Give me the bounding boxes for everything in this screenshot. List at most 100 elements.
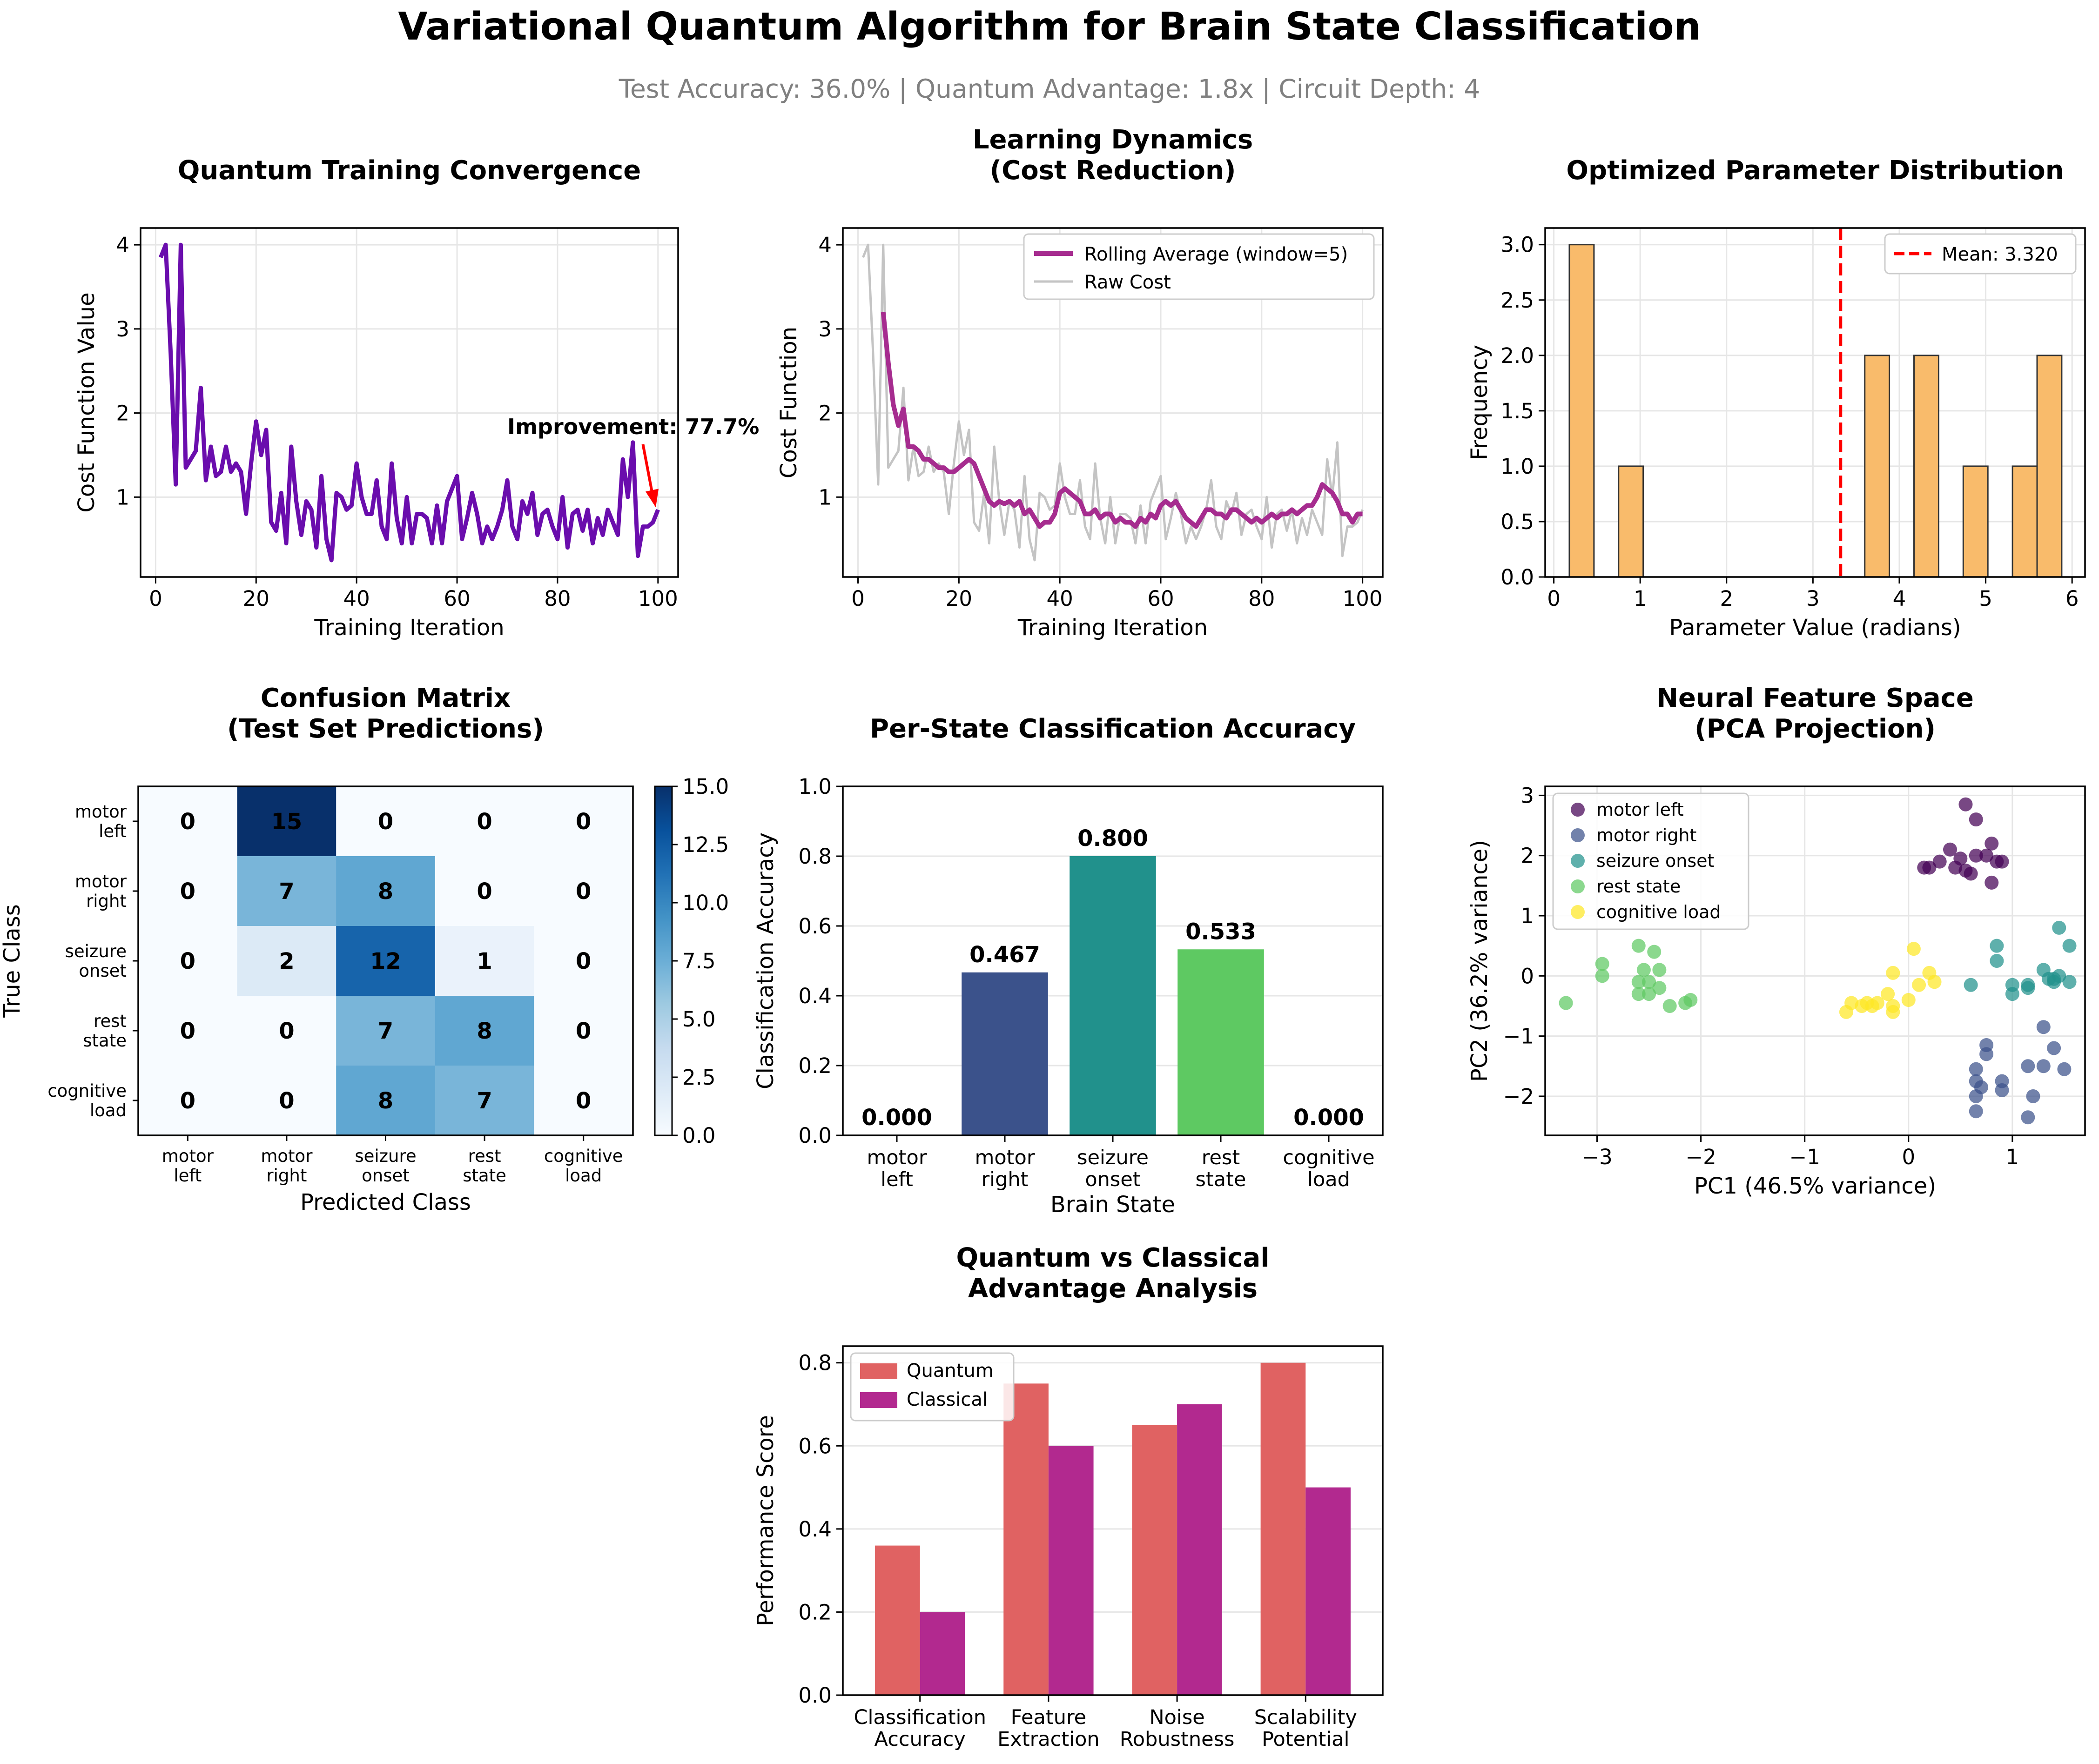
panel-accuracy: 0.0 0.2 0.4 0.6 0.8 1.0 0.000 motor left 0.467 mot… xyxy=(753,714,1384,1218)
x-axis-label: Predicted Class xyxy=(300,1189,471,1215)
y-axis-label: True Class xyxy=(0,904,25,1018)
y-tick-label: 0.6 xyxy=(798,914,832,939)
cell-value: 0 xyxy=(576,1088,591,1114)
scatter-point-motor-right xyxy=(2021,1110,2035,1125)
y-tick-label: 0.8 xyxy=(798,1351,832,1375)
quantum-bar xyxy=(875,1545,920,1695)
scatter-point-motor-right xyxy=(2047,1041,2061,1055)
heatmap-cell xyxy=(237,926,336,996)
y-tick-label: 0 xyxy=(1520,964,1534,988)
scatter-point-rest-state xyxy=(1662,999,1677,1013)
cell-value: 0 xyxy=(180,948,195,974)
y-tick-label: seizure onset xyxy=(65,941,127,981)
scatter-point-motor-right xyxy=(2057,1062,2072,1076)
annotation-text: Improvement: 77.7% xyxy=(507,414,759,439)
legend-label: cognitive load xyxy=(1596,902,1721,922)
panel-title: Neural Feature Space (PCA Projection) xyxy=(1656,683,1974,744)
colorbar-tick-label: 5.0 xyxy=(682,1007,716,1032)
y-tick-label: 1 xyxy=(1520,904,1534,928)
x-tick-label: seizure onset xyxy=(1077,1146,1149,1191)
x-tick-label: motor left xyxy=(162,1146,214,1186)
x-tick-label: 20 xyxy=(243,586,269,611)
scatter-point-seizure-onset xyxy=(2005,987,2019,1001)
scatter-point-cognitive-load xyxy=(1901,993,1916,1007)
y-tick-label: 0.2 xyxy=(798,1053,832,1078)
panel-convergence: 0 20 40 60 80 100 1 2 3 4 Improvement: 77.7% Quantu… xyxy=(74,155,759,641)
y-tick-label: 0.5 xyxy=(1500,510,1534,534)
legend-box xyxy=(1552,792,1749,930)
scatter-point-motor-left xyxy=(1943,842,1957,857)
y-axis-label: Frequency xyxy=(1467,345,1493,460)
scatter-point-rest-state xyxy=(1642,975,1656,989)
scatter-point-motor-left xyxy=(1958,797,1973,812)
y-tick-label: 3 xyxy=(1520,783,1534,808)
x-tick-label: 80 xyxy=(544,586,571,611)
y-axis-label: PC2 (36.2% variance) xyxy=(1467,840,1493,1082)
scatter-point-motor-right xyxy=(2036,1020,2051,1034)
x-tick-label: cognitive load xyxy=(1283,1146,1374,1191)
scatter-point-cognitive-load xyxy=(1870,996,1884,1010)
heatmap-cell xyxy=(435,926,534,996)
x-tick-label: 5 xyxy=(1979,586,1992,611)
x-tick-label: 20 xyxy=(946,586,972,611)
histogram-bar xyxy=(1568,244,1595,578)
heatmap-cell xyxy=(237,996,336,1066)
axes-frame xyxy=(1544,785,2086,1136)
y-tick-label: 0.2 xyxy=(798,1600,832,1624)
x-tick-label: 0 xyxy=(851,586,865,611)
legend-label: motor right xyxy=(1596,825,1696,845)
y-tick-label: 2 xyxy=(818,401,832,426)
heatmap-cell xyxy=(534,996,633,1066)
quantum-bar xyxy=(1260,1362,1306,1695)
bar-value-label: 0.000 xyxy=(1293,1105,1364,1131)
y-tick-label: 3.0 xyxy=(1500,233,1534,257)
scatter-point-rest-state xyxy=(1631,987,1646,1001)
classical-bar xyxy=(920,1612,965,1695)
cell-value: 0 xyxy=(576,1018,591,1044)
scatter-point-rest-state xyxy=(1595,957,1609,971)
cell-value: 0 xyxy=(180,1088,195,1114)
cell-value: 0 xyxy=(576,879,591,905)
x-tick-label: Noise Robustness xyxy=(1120,1706,1235,1751)
heatmap-cell xyxy=(336,856,436,926)
x-tick-label: Scalability Potential xyxy=(1254,1706,1357,1751)
x-tick-label: 2 xyxy=(1720,586,1733,611)
y-tick-label: 0.4 xyxy=(798,984,832,1008)
legend-label: rest state xyxy=(1596,876,1681,897)
accuracy-bar xyxy=(962,972,1048,1135)
figure-subtitle: Test Accuracy: 36.0% | Quantum Advantage… xyxy=(619,74,1480,104)
scatter-point-seizure-onset xyxy=(2047,972,2061,986)
legend-label: motor left xyxy=(1596,799,1684,820)
panel-title: Optimized Parameter Distribution xyxy=(1566,155,2064,186)
accuracy-bar xyxy=(1177,949,1264,1135)
cell-value: 0 xyxy=(180,809,195,835)
legend: Rolling Average (window=5) Raw Cost xyxy=(1023,233,1375,300)
legend: Mean: 3.320 xyxy=(1884,233,2077,275)
heatmap-cell xyxy=(534,1066,633,1136)
cell-value: 0 xyxy=(180,1018,195,1044)
x-tick-label: seizure onset xyxy=(355,1146,416,1186)
scatter-point-rest-state xyxy=(1595,969,1609,983)
y-tick-label: 0.4 xyxy=(798,1517,832,1542)
scatter-point-motor-left xyxy=(1969,848,1983,863)
panel-title: Quantum vs Classical Advantage Analysis xyxy=(956,1243,1269,1304)
colorbar-tick-label: 15.0 xyxy=(682,774,729,799)
x-axis-label: Training Iteration xyxy=(314,615,504,641)
scatter-point-cognitive-load xyxy=(1855,999,1869,1013)
x-tick-label: 0 xyxy=(149,586,162,611)
panel-confusion: 0 15 0 0 0 0 7 8 0 0 0 2 12 1 0 0 0 7 8 0 0 0 8 7 0 motor left moto… xyxy=(0,683,729,1215)
cell-value: 0 xyxy=(279,1018,294,1044)
heatmap-cell xyxy=(336,786,436,857)
heatmap-cell xyxy=(435,1066,534,1136)
panel-pca: −3 −2 −1 0 1 −2 −1 0 1 2 3 motor left motor right sei… xyxy=(1467,683,2086,1199)
classical-bar xyxy=(1177,1404,1222,1695)
scatter-point-motor-left xyxy=(1922,860,1937,875)
x-tick-label: 1 xyxy=(2006,1145,2019,1169)
scatter-point-cognitive-load xyxy=(1912,978,1926,992)
cell-value: 0 xyxy=(279,1088,294,1114)
legend-marker xyxy=(1571,879,1585,893)
y-tick-label: cognitive load xyxy=(47,1081,127,1120)
y-tick-label: 1 xyxy=(818,485,832,510)
axes-frame xyxy=(842,1345,1384,1696)
